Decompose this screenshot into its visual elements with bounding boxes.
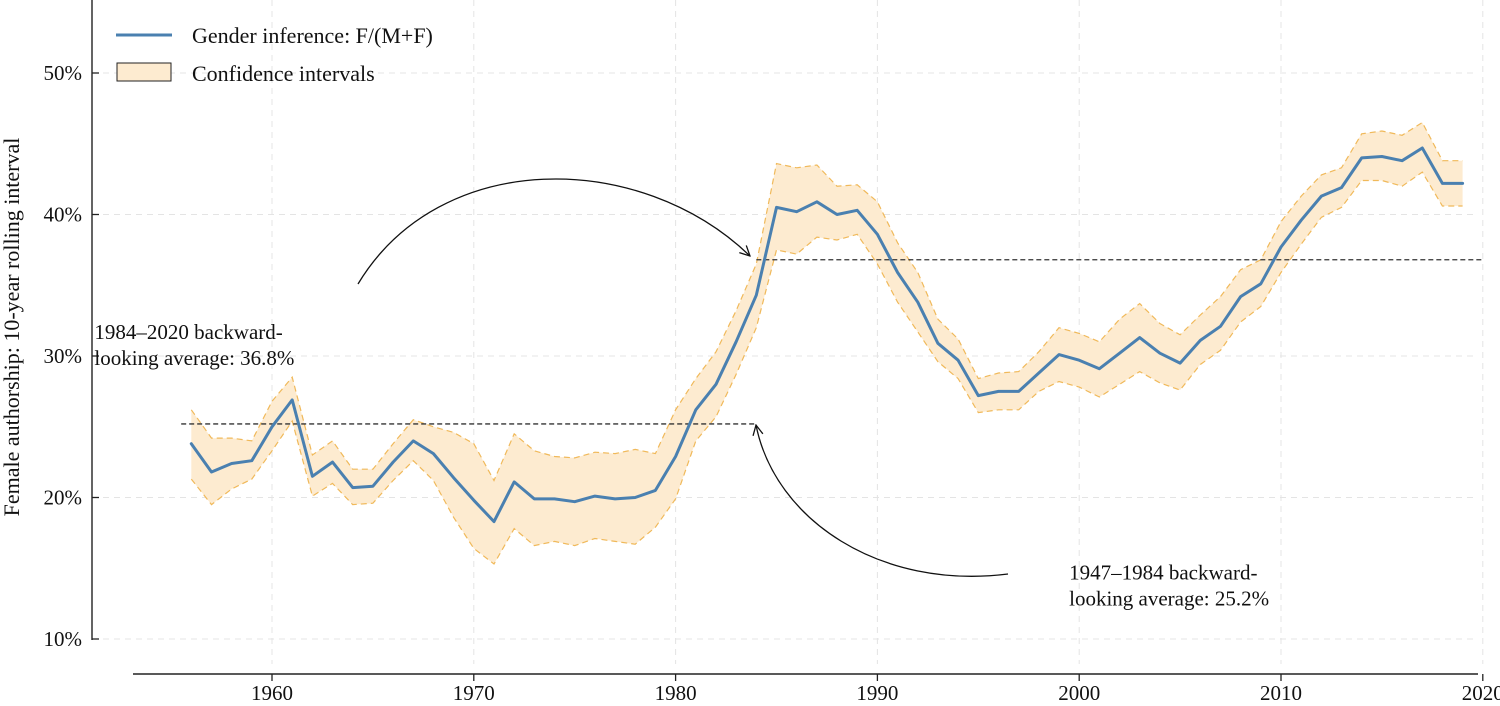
confidence-band-layer — [190, 121, 1463, 565]
y-tick-label: 50% — [44, 61, 83, 85]
arrow-lower-annotation — [756, 425, 1009, 577]
confidence-upper-edge — [190, 121, 1463, 482]
confidence-lower-edge — [190, 171, 1463, 565]
x-tick-label: 1960 — [251, 681, 293, 705]
y-tick-label: 10% — [44, 627, 83, 651]
x-tick-label: 1970 — [453, 681, 495, 705]
series-layer — [189, 146, 1465, 524]
y-tick-label: 40% — [44, 203, 83, 227]
annotation-line: 1984–2020 backward- — [94, 320, 282, 344]
legend-band-swatch — [116, 62, 172, 82]
x-tick-label: 2000 — [1058, 681, 1100, 705]
annotation-text: 1984–2020 backward-looking average: 36.8… — [94, 320, 294, 370]
x-tick-label: 2010 — [1260, 681, 1302, 705]
y-tick-label: 20% — [44, 486, 83, 510]
annotation-line: looking average: 36.8% — [94, 346, 294, 370]
annotations: 1984–2020 backward-looking average: 36.8… — [94, 320, 1269, 611]
arrow-upper-annotation — [357, 178, 750, 285]
legend-label-series: Gender inference: F/(M+F) — [192, 23, 433, 48]
x-tick-label: 1980 — [655, 681, 697, 705]
annotation-line: looking average: 25.2% — [1069, 587, 1269, 611]
legend: Gender inference: F/(M+F) Confidence int… — [116, 23, 433, 86]
y-tick-label: 30% — [44, 344, 83, 368]
annotation-text: 1947–1984 backward-looking average: 25.2… — [1069, 561, 1269, 611]
confidence-band — [191, 122, 1463, 564]
legend-label-band: Confidence intervals — [192, 61, 375, 86]
y-axis-title: Female authorship: 10-year rolling inter… — [0, 138, 24, 517]
grid — [92, 0, 1484, 664]
series-line — [189, 146, 1465, 524]
x-tick-label: 1990 — [856, 681, 898, 705]
reference-lines — [181, 259, 1483, 425]
annotation-line: 1947–1984 backward- — [1069, 561, 1257, 585]
x-axis-ticks: 1960 1970 1980 1990 2000 2010 2020 — [251, 674, 1500, 705]
y-axis-ticks: 10% 20% 30% 40% 50% — [44, 61, 99, 651]
x-tick-label: 2020 — [1462, 681, 1500, 705]
